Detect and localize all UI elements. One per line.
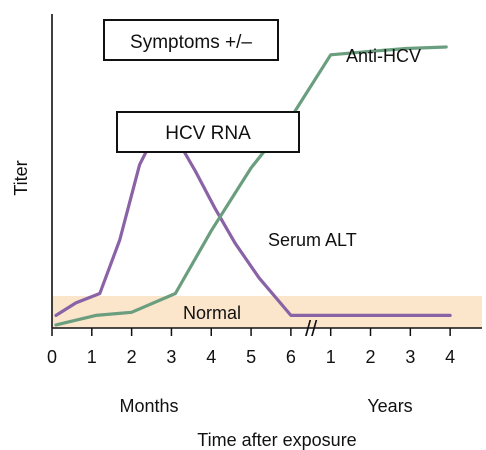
normal-band bbox=[52, 296, 482, 328]
years-label: Years bbox=[367, 396, 412, 416]
y-axis-label: Titer bbox=[11, 160, 31, 195]
axis-break-mark: // bbox=[305, 316, 318, 341]
x-tick-label: 3 bbox=[166, 347, 176, 367]
x-axis-label: Time after exposure bbox=[197, 430, 356, 450]
hcv-rna-box: HCV RNA bbox=[116, 111, 300, 153]
hcv-rna-label: HCV RNA bbox=[165, 123, 251, 144]
x-tick-label: 2 bbox=[366, 347, 376, 367]
symptoms-label: Symptoms +/– bbox=[130, 32, 252, 53]
x-tick-label: 2 bbox=[127, 347, 137, 367]
symptoms-box: Symptoms +/– bbox=[103, 19, 279, 61]
x-tick-label: 0 bbox=[47, 347, 57, 367]
serum-alt-label: Serum ALT bbox=[268, 230, 357, 250]
x-tick-label: 4 bbox=[206, 347, 216, 367]
series-layer bbox=[54, 45, 452, 327]
x-tick-label: 5 bbox=[246, 347, 256, 367]
series-line-anti-hcv bbox=[54, 45, 448, 327]
x-tick-label: 3 bbox=[405, 347, 415, 367]
normal-band-label: Normal bbox=[183, 303, 241, 323]
x-ticks bbox=[51, 328, 451, 336]
x-tick-label: 4 bbox=[445, 347, 455, 367]
x-tick-label: 1 bbox=[326, 347, 336, 367]
months-label: Months bbox=[119, 396, 178, 416]
x-tick-labels: 0 1 2 3 4 5 6 1 2 3 4 bbox=[47, 347, 455, 367]
series-line-hcv-rna bbox=[54, 131, 452, 317]
x-tick-label: 6 bbox=[286, 347, 296, 367]
x-tick-label: 1 bbox=[87, 347, 97, 367]
anti-hcv-label: Anti-HCV bbox=[346, 46, 421, 66]
